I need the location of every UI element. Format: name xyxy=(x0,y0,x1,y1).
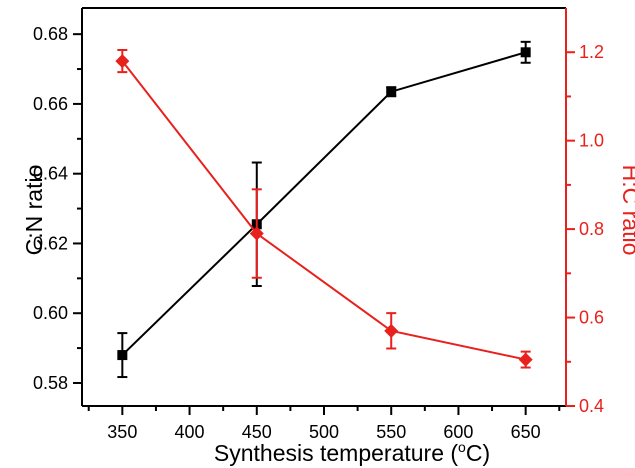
y-left-tick-label: 0.58 xyxy=(33,373,68,393)
data-point-square xyxy=(117,350,128,361)
y-right-tick-label: 1.0 xyxy=(579,131,604,151)
x-axis-title: Synthesis temperature (oC) xyxy=(214,439,490,466)
data-point-diamond xyxy=(518,352,533,367)
x-tick-label: 350 xyxy=(107,422,137,442)
y-right-tick-label: 0.4 xyxy=(579,396,604,416)
data-point-diamond xyxy=(384,323,399,338)
y-left-tick-label: 0.62 xyxy=(33,233,68,253)
y-left-tick-label: 0.64 xyxy=(33,164,68,184)
y-right-tick-label: 0.6 xyxy=(579,308,604,328)
y-left-tick-label: 0.66 xyxy=(33,94,68,114)
x-tick-label: 600 xyxy=(443,422,473,442)
data-point-square xyxy=(386,86,397,97)
axis-layer: 350 400 450 500 550 600 650 0.58 0.60 0.62 0.64 0.6… xyxy=(33,7,604,442)
data-point-diamond xyxy=(115,54,130,69)
x-tick-label: 550 xyxy=(376,422,406,442)
y-left-tick-label: 0.68 xyxy=(33,24,68,44)
x-tick-label: 400 xyxy=(175,422,205,442)
x-tick-label: 650 xyxy=(511,422,541,442)
series-line-1 xyxy=(121,60,526,361)
y-left-tick-label: 0.60 xyxy=(33,303,68,323)
x-tick-label: 500 xyxy=(309,422,339,442)
y-axis-title-right: H:C ratio xyxy=(618,165,635,256)
data-point-square xyxy=(520,47,531,58)
series-line-0 xyxy=(121,51,526,356)
y-right-tick-label: 0.8 xyxy=(579,219,604,239)
plot-layer xyxy=(115,40,533,379)
data-point-diamond xyxy=(249,226,264,241)
y-axis-title-left: C:N ratio xyxy=(21,165,47,256)
x-tick-label: 450 xyxy=(242,422,272,442)
y-right-tick-label: 1.2 xyxy=(579,42,604,62)
